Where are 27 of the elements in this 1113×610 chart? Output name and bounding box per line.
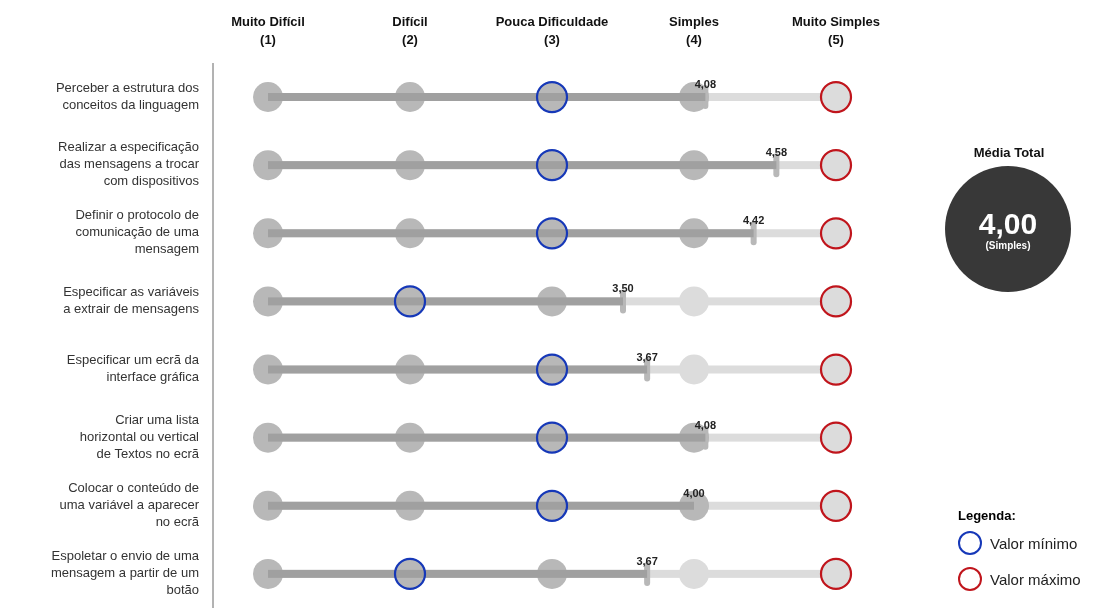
- y-tick-label: Espoletar o envio de uma mensagem a partir de um botão: [50, 548, 200, 598]
- data-label: 4,42: [742, 214, 765, 227]
- legend-label: Valor mínimo: [990, 534, 1078, 552]
- data-label: 4,08: [694, 418, 717, 431]
- text: Média Total: [972, 145, 1046, 160]
- data-label: 4,00: [683, 486, 705, 499]
- y-tick-label: Especificar um ecrã da interface gráfica: [66, 352, 200, 385]
- data-label: 4,58: [765, 146, 788, 159]
- x-tick-label: Muito Difícil (1): [231, 14, 305, 47]
- y-tick-label: Especificar as variáveis a extrair de mensagens: [63, 284, 200, 317]
- y-tick-label: Realizar a especificação das mensagens a trocar com dispositivos: [58, 139, 200, 189]
- data-label: 4,08: [694, 78, 717, 90]
- x-tick-label: Pouca Dificuldade (3): [495, 14, 609, 47]
- x-tick-label: Difícil (2): [392, 14, 428, 47]
- data-label: 3,67: [636, 350, 658, 363]
- x-tick-label: Muito Simples (5): [791, 14, 881, 47]
- data-label: 3,50: [612, 282, 634, 295]
- y-tick-label: Definir o protocolo de comunicação de uma mensagem: [75, 207, 200, 257]
- y-tick-label: Criar uma lista horizontal ou vertical de Textos no ecrã: [79, 412, 200, 462]
- text: (Simples): [985, 239, 1031, 251]
- y-tick-label: Colocar o conteúdo de uma variável a aparecer no ecrã: [59, 480, 200, 530]
- legend-label: Valor máximo: [990, 570, 1081, 588]
- data-label: 3,67: [636, 554, 658, 567]
- text: 4,00: [978, 206, 1038, 240]
- x-tick-label: Simples (4): [669, 14, 719, 47]
- y-tick-label: Perceber a estrutura dos conceitos da linguagem: [55, 80, 200, 112]
- legend-title: Legenda:: [958, 508, 1017, 523]
